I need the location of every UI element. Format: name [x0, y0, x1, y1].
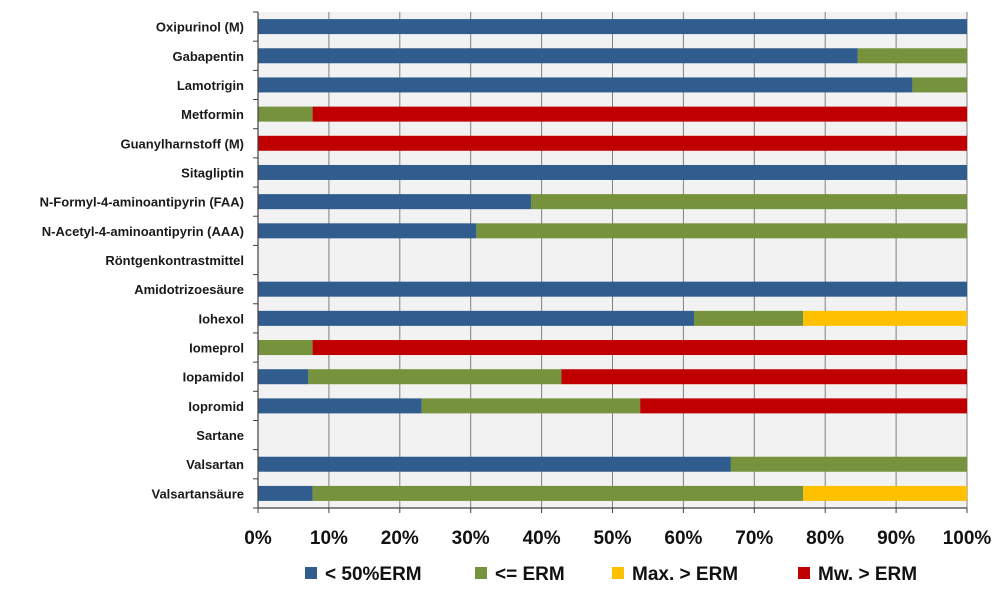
category-label: Iomeprol [189, 341, 244, 356]
category-label: N-Acetyl-4-aminoantipyrin (AAA) [42, 224, 244, 239]
category-label: Lamotrigin [177, 78, 244, 93]
legend-swatch [612, 567, 624, 579]
bar-segment [912, 77, 967, 93]
bar-segment [561, 369, 967, 385]
bar-segment [258, 48, 858, 64]
bar-segment [803, 485, 967, 501]
category-label: Sartane [196, 428, 244, 443]
legend-swatch [305, 567, 317, 579]
bar-segment [258, 310, 695, 326]
bar-segment [312, 340, 967, 356]
category-label: Guanylharnstoff (M) [121, 136, 245, 151]
legend: < 50%ERM <= ERM Max. > ERM Mw. > ERM [305, 564, 917, 585]
bar-segment [258, 398, 422, 414]
category-label: Valsartan [186, 457, 244, 472]
category-label: Metformin [181, 107, 244, 122]
bar-segment [312, 485, 804, 501]
gridlines [257, 12, 968, 508]
bar-segment [258, 369, 309, 385]
legend-swatch [475, 567, 487, 579]
category-label: Iohexol [198, 311, 244, 326]
x-tick-label: 70% [735, 528, 773, 549]
x-tick-label: 40% [523, 528, 561, 549]
x-tick-label: 60% [664, 528, 702, 549]
x-tick-label: 10% [310, 528, 348, 549]
bar-segment [640, 398, 967, 414]
bar-segment [258, 164, 967, 180]
legend-label: Mw. > ERM [818, 564, 917, 585]
bar-segment [530, 194, 967, 210]
category-labels: Oxipurinol (M) Gabapentin Lamotrigin Metfor… [40, 20, 244, 502]
bar-segment [803, 310, 967, 326]
bar-segment [258, 485, 313, 501]
category-label: N-Formyl-4-aminoantipyrin (FAA) [40, 195, 244, 210]
bar-segment [476, 223, 967, 239]
x-tick-label: 80% [806, 528, 844, 549]
legend-swatch [798, 567, 810, 579]
category-label: Sitagliptin [181, 165, 244, 180]
bar-segment [258, 456, 731, 472]
axes [253, 11, 968, 513]
x-tick-label: 90% [877, 528, 915, 549]
bar-segment [258, 77, 913, 93]
category-label: Oxipurinol (M) [156, 20, 244, 35]
bar-segment [258, 281, 967, 297]
legend-label: <= ERM [495, 564, 565, 585]
bar-segment [258, 223, 477, 239]
category-label: Iopamidol [183, 370, 244, 385]
bar-segment [258, 340, 313, 356]
bars [258, 19, 967, 501]
x-tick-label: 50% [593, 528, 631, 549]
legend-label: < 50%ERM [325, 564, 422, 585]
bar-segment [258, 19, 967, 35]
bar-segment [308, 369, 562, 385]
bar-segment [857, 48, 967, 64]
bar-segment [421, 398, 641, 414]
bar-segment [258, 106, 313, 122]
category-label: Valsartansäure [151, 486, 244, 501]
bar-segment [694, 310, 804, 326]
category-label: Amidotrizoesäure [134, 282, 244, 297]
x-tick-label: 0% [244, 528, 272, 549]
bar-segment [730, 456, 967, 472]
category-label: Iopromid [188, 399, 244, 414]
bar-segment [312, 106, 967, 122]
category-label: Gabapentin [172, 49, 244, 64]
bar-segment [258, 194, 531, 210]
category-label: Röntgenkontrastmittel [105, 253, 244, 268]
x-tick-label: 30% [452, 528, 490, 549]
legend-label: Max. > ERM [632, 564, 738, 585]
x-tick-labels: 0% 10% 20% 30% 40% 50% 60% 70% 80% 90% 100% [244, 528, 991, 549]
bar-segment [258, 135, 967, 151]
x-tick-label: 20% [381, 528, 419, 549]
x-tick-label: 100% [943, 528, 992, 549]
